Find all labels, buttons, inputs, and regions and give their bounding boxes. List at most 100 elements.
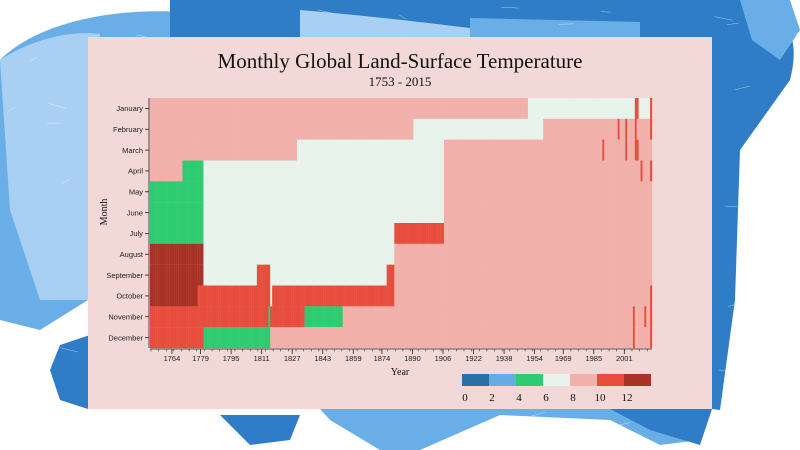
heatmap-cell	[359, 181, 363, 203]
heatmap-cell	[592, 306, 595, 328]
heatmap-cell	[398, 181, 401, 203]
heatmap-cell	[547, 118, 550, 140]
heatmap-cell	[335, 98, 338, 119]
heatmap-cell	[352, 202, 355, 224]
heatmap-cell	[632, 285, 635, 307]
heatmap-cell	[529, 139, 532, 161]
heatmap-cell	[302, 306, 305, 328]
heatmap-cell	[312, 181, 315, 203]
heatmap-cell	[453, 181, 456, 203]
heatmap-cell	[560, 223, 563, 244]
heatmap-cell	[371, 243, 374, 265]
heatmap-cell	[472, 327, 475, 349]
heatmap-cell	[413, 223, 416, 244]
heatmap-cell	[281, 327, 284, 349]
heatmap-cell	[327, 139, 330, 161]
heatmap-cell	[636, 243, 639, 265]
heatmap-cell	[308, 223, 311, 244]
heatmap-cell	[151, 306, 154, 328]
heatmap-cell	[369, 160, 372, 182]
heatmap-cell	[524, 98, 527, 119]
heatmap-cell	[554, 285, 557, 307]
heatmap-cell	[434, 118, 437, 140]
heatmap-cell	[249, 118, 252, 140]
heatmap-cell	[585, 181, 588, 203]
heatmap-cell	[501, 285, 504, 307]
heatmap-cell	[272, 243, 275, 265]
heatmap-cell	[207, 306, 210, 328]
heatmap-cell	[386, 223, 389, 244]
heatmap-cell	[436, 202, 439, 224]
heatmap-cell	[245, 139, 248, 161]
heatmap-cell	[218, 306, 221, 328]
heatmap-cell	[506, 118, 509, 140]
heatmap-cell	[636, 98, 639, 119]
heatmap-cell	[527, 139, 530, 161]
heatmap-cell	[216, 285, 219, 307]
heatmap-cell	[201, 181, 204, 203]
heatmap-cell	[539, 181, 542, 203]
heatmap-cell	[602, 98, 605, 119]
heatmap-cell	[499, 243, 502, 265]
heatmap-cell	[388, 118, 391, 140]
heatmap-cell	[642, 181, 645, 203]
heatmap-cell	[440, 223, 443, 244]
map-region-pacific	[0, 33, 100, 300]
heatmap-cell	[434, 160, 437, 182]
heatmap-cell	[172, 327, 175, 349]
heatmap-cell	[390, 327, 393, 349]
heatmap-cell	[319, 264, 322, 286]
heatmap-cell	[352, 306, 355, 328]
heatmap-cell	[379, 202, 382, 224]
heatmap-cell	[478, 202, 481, 224]
heatmap-cell	[566, 118, 569, 140]
heatmap-cell	[401, 139, 405, 161]
heatmap-cell	[409, 98, 412, 119]
heatmap-cell	[245, 202, 248, 224]
heatmap-cell	[205, 223, 208, 244]
heatmap-cell	[581, 243, 584, 265]
heatmap-cell	[304, 327, 307, 349]
heatmap-cell	[293, 327, 296, 349]
heatmap-cell	[552, 139, 555, 161]
heatmap-cell	[499, 327, 502, 349]
heatmap-cell	[167, 202, 170, 224]
heatmap-cell	[634, 285, 637, 307]
heatmap-cell	[409, 202, 412, 224]
heatmap-cell	[527, 160, 530, 182]
heatmap-cell	[617, 98, 620, 119]
heatmap-cell	[422, 327, 426, 349]
heatmap-cell	[321, 139, 324, 161]
heatmap-cell	[316, 181, 319, 203]
heatmap-cell	[274, 243, 277, 265]
heatmap-cell	[314, 139, 317, 161]
heatmap-cell	[501, 160, 504, 182]
heatmap-cell	[224, 160, 227, 182]
heatmap-cell	[220, 327, 223, 349]
heatmap-cell	[365, 327, 368, 349]
heatmap-cell	[466, 223, 469, 244]
heatmap-cell	[167, 264, 170, 286]
heatmap-cell	[619, 327, 622, 349]
heatmap-cell	[199, 223, 202, 244]
heatmap-cell	[188, 139, 191, 161]
heatmap-cell	[203, 160, 206, 182]
heatmap-cell	[400, 98, 403, 119]
heatmap-cell	[155, 306, 158, 328]
heatmap-cell	[169, 243, 172, 265]
heatmap-cell	[373, 223, 376, 244]
heatmap-cell	[197, 98, 200, 119]
heatmap-cell	[650, 202, 653, 224]
heatmap-cell	[172, 98, 175, 119]
heatmap-cell	[503, 243, 506, 265]
heatmap-cell	[432, 181, 435, 203]
heatmap-cell	[340, 98, 343, 119]
heatmap-cell	[487, 264, 490, 286]
heatmap-cell	[331, 327, 334, 349]
heatmap-cell	[373, 202, 376, 224]
heatmap-cell	[190, 98, 193, 119]
heatmap-cell	[587, 223, 590, 244]
heatmap-cell	[581, 327, 584, 349]
heatmap-cell	[632, 264, 635, 286]
heatmap-cell	[193, 118, 196, 140]
